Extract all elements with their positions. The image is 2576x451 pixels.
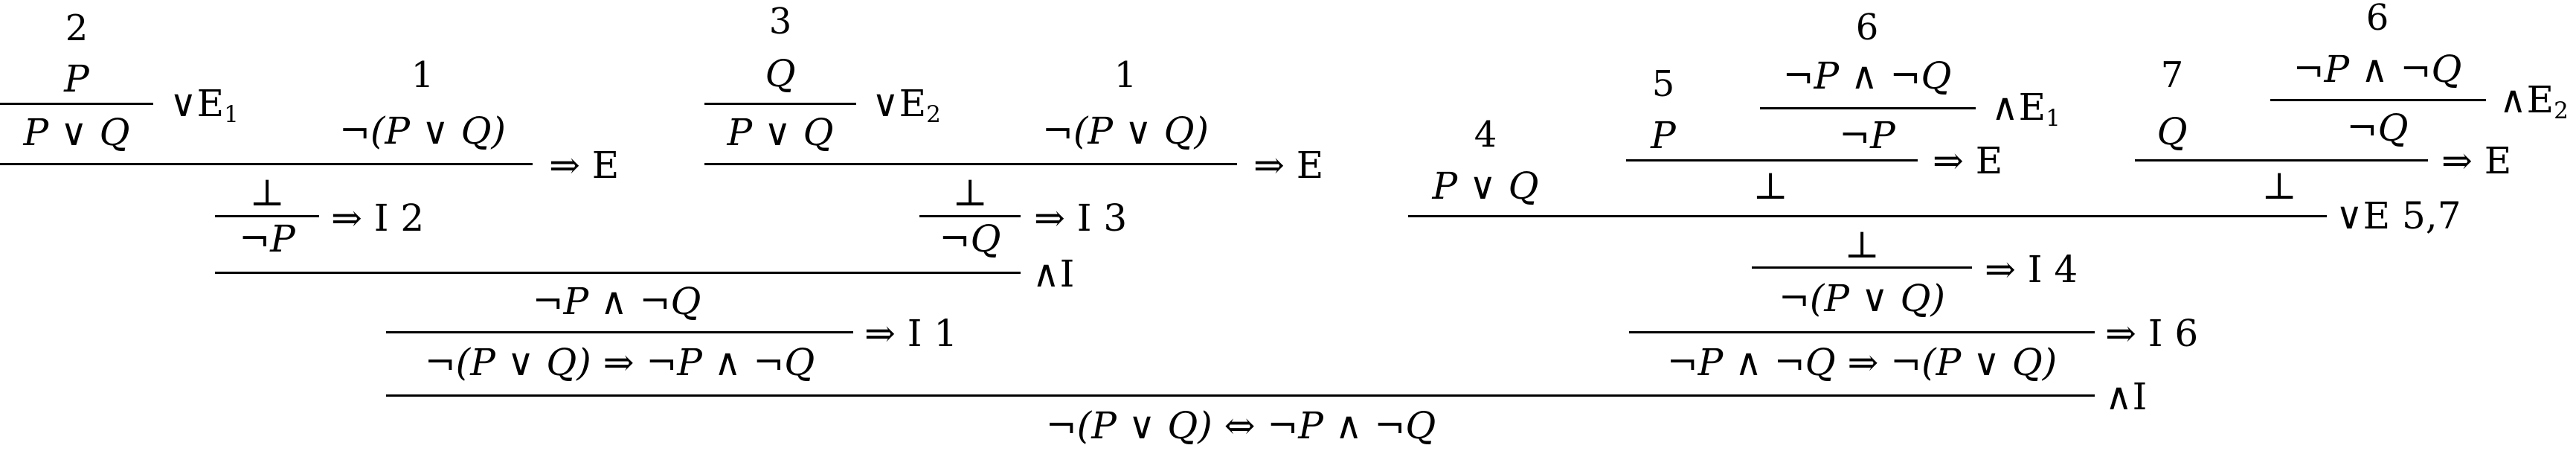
rule-final-and-intro: ∧I bbox=[2105, 375, 2148, 418]
hypothesis-not-P-or-Q-a: ¬(P ∨ Q) bbox=[339, 109, 506, 153]
hypothesis-number-7: 7 bbox=[2160, 54, 2184, 96]
bottom-right: ⊥ bbox=[1844, 223, 1880, 266]
rule-or-1-sub: 1 bbox=[224, 100, 239, 128]
rule-and-elim-1-text: ∧E bbox=[1991, 86, 2046, 129]
bottom-1: ⊥ bbox=[249, 171, 285, 214]
formula-implication-right: ¬P ∧ ¬Q ⇒ ¬(P ∨ Q) bbox=[1666, 341, 2058, 384]
hypothesis-number-1-a: 1 bbox=[411, 54, 434, 96]
inference-line-imp-elim-1 bbox=[0, 163, 533, 165]
hypothesis-P-or-Q: P ∨ Q bbox=[1432, 164, 1539, 208]
inference-line-final-and-intro bbox=[386, 394, 2095, 397]
bottom-Q: ⊥ bbox=[2261, 164, 2297, 208]
inference-line-imp-intro-2 bbox=[215, 215, 319, 217]
rule-or-2-text: ∨E bbox=[872, 82, 927, 126]
hypothesis-number-2: 2 bbox=[65, 7, 89, 49]
rule-and-intro-left: ∧I bbox=[1032, 252, 1075, 295]
rule-and-elim-1: ∧E1 bbox=[1991, 89, 2061, 130]
rule-or-2-sub: 2 bbox=[926, 100, 941, 128]
rule-imp-intro-2: ⇒ I 2 bbox=[331, 196, 425, 240]
inference-line-imp-elim-Q bbox=[2135, 159, 2428, 161]
bottom-P: ⊥ bbox=[1753, 164, 1788, 208]
hypothesis-number-1-b: 1 bbox=[1114, 54, 1137, 96]
inference-line-and-elim-1 bbox=[1760, 107, 1976, 109]
inference-line-imp-intro-4 bbox=[1752, 266, 1972, 269]
formula-not-Q: ¬Q bbox=[939, 217, 1001, 260]
hypothesis-not-P-and-not-Q-b: ¬P ∧ ¬Q bbox=[2293, 48, 2462, 91]
formula-final-biconditional: ¬(P ∨ Q) ⇔ ¬P ∧ ¬Q bbox=[1045, 404, 1436, 447]
inference-line-imp-intro-1 bbox=[386, 331, 853, 333]
formula-P-or-Q-1: P ∨ Q bbox=[23, 111, 130, 154]
hypothesis-number-6-a: 6 bbox=[1855, 7, 1879, 48]
hypothesis-number-3: 3 bbox=[768, 1, 792, 42]
hypothesis-number-6-b: 6 bbox=[2365, 0, 2389, 39]
hypothesis-P-right: P bbox=[1651, 114, 1676, 157]
rule-imp-elim-Q: ⇒ E bbox=[2441, 139, 2512, 182]
inference-line-and-elim-2 bbox=[2270, 99, 2486, 101]
formula-implication-left: ¬(P ∨ Q) ⇒ ¬P ∧ ¬Q bbox=[424, 341, 815, 384]
rule-imp-intro-6: ⇒ I 6 bbox=[2105, 312, 2199, 355]
formula-not-P-or-Q-right: ¬(P ∨ Q) bbox=[1779, 277, 1945, 320]
hypothesis-not-P-and-not-Q-a: ¬P ∧ ¬Q bbox=[1782, 54, 1952, 97]
formula-not-P: ¬P bbox=[239, 217, 295, 260]
formula-P-or-Q-2: P ∨ Q bbox=[727, 111, 834, 154]
inference-line-imp-elim-P bbox=[1626, 159, 1918, 161]
inference-line-and-intro-left bbox=[215, 272, 1021, 274]
rule-and-elim-2-text: ∧E bbox=[2499, 78, 2554, 122]
rule-imp-intro-3: ⇒ I 3 bbox=[1034, 196, 1128, 240]
bottom-2: ⊥ bbox=[952, 171, 988, 214]
inference-line-imp-intro-3 bbox=[919, 215, 1021, 217]
rule-and-elim-2-sub: 2 bbox=[2554, 97, 2569, 124]
rule-imp-intro-1: ⇒ I 1 bbox=[864, 312, 958, 355]
inference-line-or-elim bbox=[1408, 215, 2327, 217]
hypothesis-Q-right: Q bbox=[2156, 110, 2188, 153]
rule-and-elim-1-sub: 1 bbox=[2046, 104, 2061, 132]
formula-not-P-right: ¬P bbox=[1839, 114, 1895, 157]
rule-or-elim: ∨E 5,7 bbox=[2336, 194, 2461, 237]
rule-imp-elim-P: ⇒ E bbox=[1933, 139, 2003, 182]
hypothesis-number-5: 5 bbox=[1651, 63, 1675, 105]
inference-line-imp-intro-6 bbox=[1629, 331, 2095, 333]
rule-and-elim-2: ∧E2 bbox=[2499, 81, 2569, 123]
hypothesis-not-P-or-Q-b: ¬(P ∨ Q) bbox=[1042, 109, 1209, 153]
hypothesis-P: P bbox=[64, 57, 89, 100]
rule-imp-elim-2: ⇒ E bbox=[1253, 144, 1324, 187]
rule-imp-intro-4: ⇒ I 4 bbox=[1985, 248, 2078, 291]
rule-or-1: ∨E1 bbox=[170, 85, 239, 127]
rule-imp-elim-1: ⇒ E bbox=[549, 144, 620, 187]
formula-not-P-and-not-Q-left: ¬P ∧ ¬Q bbox=[532, 280, 701, 323]
inference-line-imp-elim-2 bbox=[704, 163, 1237, 165]
formula-not-Q-right: ¬Q bbox=[2346, 106, 2409, 150]
inference-line-or-intro-2 bbox=[704, 103, 856, 105]
inference-line-or-intro-1 bbox=[0, 103, 153, 105]
hypothesis-Q: Q bbox=[765, 52, 796, 95]
rule-or-1-text: ∨E bbox=[170, 82, 225, 126]
rule-or-2: ∨E2 bbox=[872, 85, 941, 127]
hypothesis-number-4: 4 bbox=[1474, 114, 1497, 156]
